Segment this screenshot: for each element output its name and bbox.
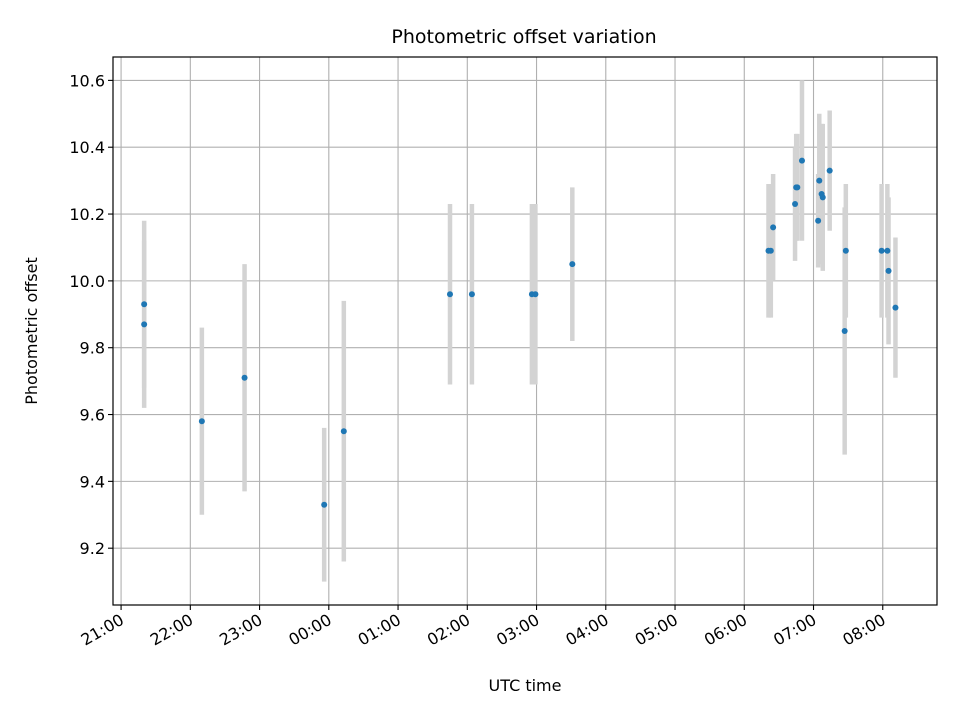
x-tick-label: 05:00 (632, 610, 681, 650)
x-tick-label: 03:00 (493, 610, 542, 650)
x-tick-label: 07:00 (770, 610, 819, 650)
x-tick-label: 21:00 (78, 610, 127, 650)
data-point (141, 321, 148, 328)
data-point (884, 247, 891, 254)
x-tick-label: 08:00 (839, 610, 888, 650)
data-point (816, 177, 823, 184)
y-tick-label: 10.0 (69, 272, 105, 291)
y-tick-label: 10.2 (69, 205, 105, 224)
data-point (141, 301, 148, 308)
y-axis-title: Photometric offset (22, 257, 41, 405)
data-points (141, 157, 899, 508)
data-point (815, 217, 822, 224)
data-point (198, 418, 205, 425)
x-tick-label: 02:00 (424, 610, 473, 650)
y-tick-label: 9.2 (80, 539, 105, 558)
data-point (241, 374, 248, 381)
error-bars (141, 80, 898, 582)
x-tick-label: 01:00 (355, 610, 404, 650)
data-point (885, 267, 892, 274)
y-tick-label: 9.8 (80, 339, 105, 358)
x-tick-label: 06:00 (701, 610, 750, 650)
data-point (792, 201, 799, 208)
data-point (770, 224, 777, 231)
data-point (794, 184, 801, 191)
x-tick-label: 22:00 (147, 610, 196, 650)
x-tick-label: 23:00 (216, 610, 265, 650)
data-point (798, 157, 805, 164)
grid (113, 57, 937, 605)
data-point (878, 247, 885, 254)
data-point (826, 167, 833, 174)
data-point (340, 428, 347, 435)
y-tick-label: 9.6 (80, 406, 105, 425)
x-axis-title: UTC time (489, 676, 562, 695)
x-axis: 21:00 22:00 23:00 00:00 01:00 02:00 03:00 04:00… (78, 605, 889, 650)
data-point (842, 247, 849, 254)
x-tick-label: 00:00 (285, 610, 334, 650)
chart-title: Photometric offset variation (391, 26, 656, 48)
x-tick-label: 04:00 (562, 610, 611, 650)
data-point (569, 261, 576, 268)
data-point (892, 304, 899, 311)
data-point (468, 291, 475, 298)
y-axis: 9.2 9.4 9.6 9.8 10.0 10.2 10.4 10.6 (69, 71, 113, 558)
data-point (841, 328, 848, 334)
data-point (819, 194, 826, 201)
data-point (321, 501, 328, 508)
y-tick-label: 10.4 (69, 138, 105, 157)
plot-frame (112, 56, 938, 606)
data-point (532, 291, 539, 298)
y-tick-label: 10.6 (69, 71, 105, 90)
y-tick-label: 9.4 (80, 472, 105, 491)
data-point (767, 247, 774, 254)
data-point (446, 291, 453, 298)
